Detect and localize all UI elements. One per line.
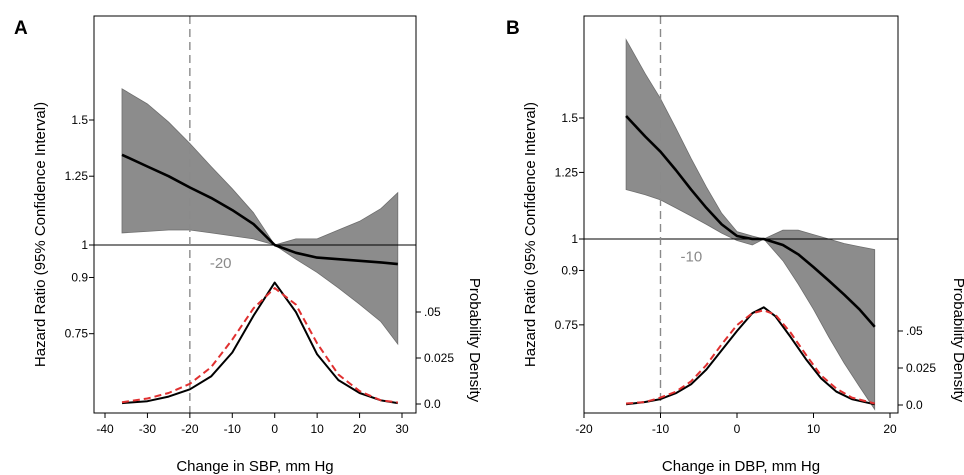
reference-lines-b <box>584 16 898 413</box>
x-axis-title-a: Change in SBP, mm Hg <box>176 458 333 475</box>
x-tick-labels-b: -20 -10 0 10 20 <box>575 422 897 436</box>
reference-lines-a <box>94 16 416 413</box>
y2-tick-label: 0.025 <box>424 351 454 365</box>
panel-b: B -20 -10 0 10 20 0.75 0.9 1 1.25 1.5 0.0 0.025 .0… <box>506 15 964 475</box>
panel-letter-a: A <box>14 18 28 39</box>
x-tick-label: 10 <box>807 422 821 436</box>
x-tick-label: -20 <box>575 422 593 436</box>
x-tick-label: -30 <box>139 422 157 436</box>
annotation-a: -20 <box>210 255 232 272</box>
density-normal-line <box>626 309 875 405</box>
x-tick-label: -10 <box>224 422 242 436</box>
panel-a: A -40 -30 -20 -10 0 10 20 30 0.75 0.9 1 1.25 1.5 0.… <box>14 15 483 475</box>
y2-tick-label: 0.0 <box>424 397 441 411</box>
y2-tick-label: 0.0 <box>906 398 923 412</box>
y2-axis-title-a: Probability Density <box>466 278 483 403</box>
plot-frame-b <box>583 15 899 414</box>
tick-marks-b <box>579 117 903 418</box>
y2-tick-label: 0.025 <box>906 361 936 375</box>
y-tick-label: 0.75 <box>65 327 89 341</box>
y-tick-label: 1.25 <box>555 165 579 179</box>
density-curves-a <box>121 281 398 405</box>
y-tick-label: 1 <box>571 232 578 246</box>
hazard-ratio-curve-b <box>625 115 876 328</box>
confidence-band <box>121 88 399 346</box>
x-tick-label: 0 <box>734 422 741 436</box>
x-tick-label: 20 <box>353 422 367 436</box>
density-observed-line <box>625 306 875 406</box>
y-tick-label: 1.25 <box>65 169 89 183</box>
plot-frame-a <box>93 15 417 414</box>
x-tick-label: 0 <box>271 422 278 436</box>
y-tick-label: 1 <box>81 238 88 252</box>
confidence-band <box>625 38 876 411</box>
y-axis-title-a: Hazard Ratio (95% Confidence Interval) <box>32 102 49 367</box>
x-tick-label: 10 <box>310 422 324 436</box>
x-tick-label: 20 <box>883 422 897 436</box>
hazard-ratio-line <box>625 115 876 328</box>
density-observed-line <box>121 281 398 405</box>
y-tick-label: 1.5 <box>71 113 88 127</box>
panel-letter-b: B <box>506 18 520 39</box>
tick-marks-a <box>89 119 421 418</box>
x-tick-label: -10 <box>652 422 670 436</box>
y2-tick-labels-a: 0.0 0.025 .05 <box>424 305 454 411</box>
y2-tick-labels-b: 0.0 0.025 .05 <box>906 324 936 412</box>
density-curves-b <box>625 306 875 406</box>
y-tick-label: 0.9 <box>71 270 88 284</box>
y-tick-labels-a: 0.75 0.9 1 1.25 1.5 <box>65 113 89 341</box>
x-tick-label: -20 <box>181 422 199 436</box>
y-tick-label: 0.9 <box>561 263 578 277</box>
y-tick-label: 1.5 <box>561 111 578 125</box>
y-tick-label: 0.75 <box>555 318 579 332</box>
confidence-band-b <box>625 38 876 411</box>
x-tick-label: -40 <box>96 422 114 436</box>
confidence-band-a <box>121 88 399 346</box>
y-tick-labels-b: 0.75 0.9 1 1.25 1.5 <box>555 111 579 332</box>
y-axis-title-b: Hazard Ratio (95% Confidence Interval) <box>522 102 539 367</box>
y2-tick-label: .05 <box>424 305 441 319</box>
x-tick-label: 30 <box>395 422 409 436</box>
hazard-ratio-line <box>121 153 398 266</box>
annotation-b: -10 <box>681 248 703 265</box>
x-tick-labels-a: -40 -30 -20 -10 0 10 20 30 <box>96 422 409 436</box>
density-normal-line <box>121 287 398 404</box>
hazard-ratio-curve-a <box>121 153 398 266</box>
x-axis-title-b: Change in DBP, mm Hg <box>662 458 820 475</box>
y2-axis-title-b: Probability Density <box>950 278 964 403</box>
y2-tick-label: .05 <box>906 324 923 338</box>
